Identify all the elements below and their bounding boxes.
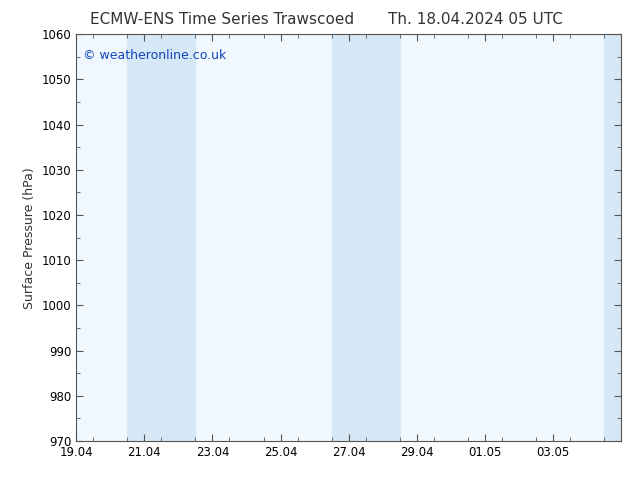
Bar — [366, 34, 400, 441]
Bar — [161, 34, 195, 441]
Text: Th. 18.04.2024 05 UTC: Th. 18.04.2024 05 UTC — [388, 12, 563, 27]
Text: ECMW-ENS Time Series Trawscoed: ECMW-ENS Time Series Trawscoed — [90, 12, 354, 27]
Bar — [127, 34, 161, 441]
Bar — [332, 34, 366, 441]
Text: © weatheronline.co.uk: © weatheronline.co.uk — [82, 49, 226, 62]
Y-axis label: Surface Pressure (hPa): Surface Pressure (hPa) — [23, 167, 36, 309]
Bar — [604, 34, 621, 441]
